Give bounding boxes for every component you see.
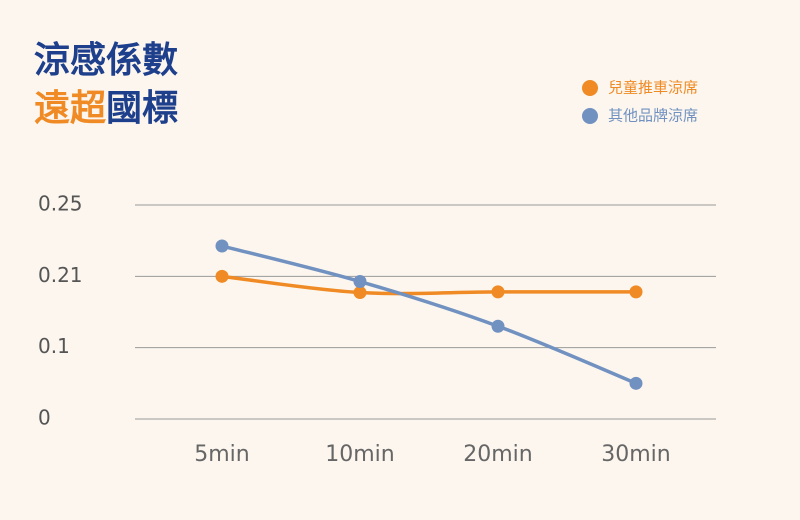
subtitle-rest: 國標	[106, 88, 178, 129]
x-tick-label: 10min	[325, 442, 394, 467]
legend-marker	[582, 80, 598, 96]
legend-label: 兒童推車涼席	[608, 79, 698, 97]
y-tick-label: 0.1	[38, 334, 70, 358]
data-point	[215, 239, 229, 253]
series-line	[221, 274, 637, 296]
y-tick-label: 0.21	[38, 263, 83, 287]
x-tick-label: 20min	[463, 442, 532, 467]
data-point	[629, 285, 643, 299]
y-tick-label: 0.25	[38, 192, 83, 216]
legend-label: 其他品牌涼席	[608, 107, 698, 125]
chart-title: 涼感係數	[34, 40, 178, 81]
chart-subtitle: 遠超國標	[34, 88, 178, 129]
data-point	[353, 286, 367, 300]
x-tick-label: 30min	[601, 442, 670, 467]
data-point	[491, 285, 505, 299]
data-point	[353, 275, 367, 289]
x-tick-label: 5min	[194, 442, 249, 467]
data-point	[629, 376, 643, 390]
legend-marker	[582, 108, 598, 124]
data-point	[215, 269, 229, 283]
y-tick-label: 0	[38, 406, 51, 430]
data-point	[491, 319, 505, 333]
subtitle-highlight: 遠超	[34, 88, 107, 129]
series-line	[221, 244, 637, 385]
